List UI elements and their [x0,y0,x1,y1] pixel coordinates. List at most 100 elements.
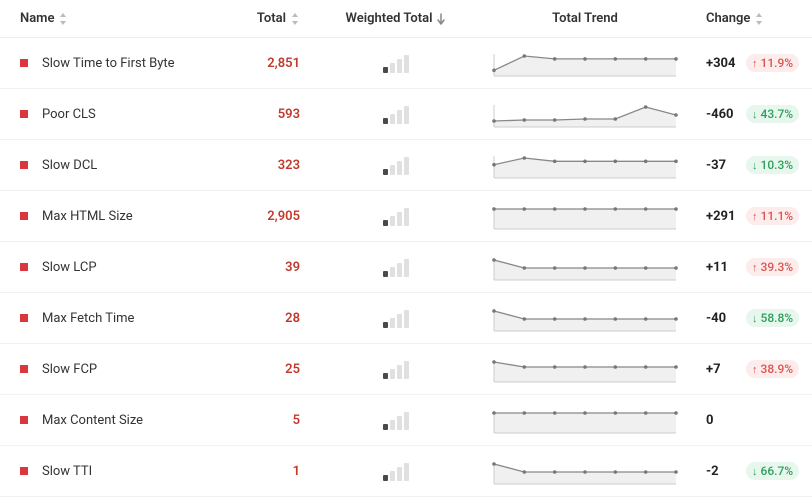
cell-total: 39 [216,260,320,275]
sparkline-chart [490,352,680,386]
table-row[interactable]: Slow DCL323 -37 ↓10.3% [0,140,812,191]
change-pct: 11.1% [761,209,794,223]
col-header-change[interactable]: Change [698,11,812,26]
weighted-bars-icon [383,410,409,430]
total-value: 1 [293,464,300,479]
metric-name: Slow TTI [42,464,92,479]
cell-weighted [320,257,472,277]
cell-weighted [320,359,472,379]
sparkline-chart [490,250,680,284]
sparkline-chart [490,403,680,437]
table-row[interactable]: Max Fetch Time 28 -40↓58.8% [0,293,812,344]
cell-total: 593 [216,107,320,122]
cell-total: 2,905 [216,209,320,224]
cell-name: Slow LCP [0,260,216,275]
col-header-total-label: Total [257,11,286,26]
cell-trend [472,97,698,131]
arrow-down-icon: ↓ [752,465,758,478]
weighted-bars-icon [383,104,409,124]
table-row[interactable]: Slow Time to First Byte 2,851 +304↑11.9% [0,38,812,89]
cell-weighted [320,206,472,226]
change-value: -2 [706,464,740,479]
change-pct: 38.9% [761,362,794,376]
change-badge: ↑11.9% [746,54,799,72]
table-row[interactable]: Slow LCP 39 +11 ↑39.3% [0,242,812,293]
metric-name: Poor CLS [42,107,96,122]
table-row[interactable]: Slow FCP 25 +7↑38.9% [0,344,812,395]
change-value: +11 [706,260,740,275]
cell-trend [472,250,698,284]
arrow-down-icon: ↓ [752,312,758,325]
arrow-down-icon: ↓ [752,108,758,121]
cell-name: Max HTML Size [0,209,216,224]
weighted-bars-icon [383,155,409,175]
cell-total: 2,851 [216,56,320,71]
cell-name: Max Fetch Time [0,311,216,326]
arrow-up-icon: ↑ [752,261,758,274]
cell-weighted [320,53,472,73]
change-badge: ↑11.1% [746,207,799,225]
arrow-up-icon: ↑ [752,210,758,223]
total-value: 593 [278,107,300,122]
arrow-up-icon: ↑ [752,57,758,70]
status-bullet-icon [20,161,28,169]
cell-trend [472,46,698,80]
weighted-bars-icon [383,461,409,481]
col-header-total[interactable]: Total [216,11,320,26]
table-row[interactable]: Slow TTI1-2↓66.7% [0,446,812,497]
arrow-down-icon: ↓ [752,159,758,172]
weighted-bars-icon [383,53,409,73]
metric-name: Max HTML Size [42,209,133,224]
cell-change: +291↑11.1% [698,207,812,225]
cell-name: Max Content Size [0,413,216,428]
metrics-table: Name Total Weighted Total Total Trend Ch… [0,0,812,497]
table-row[interactable]: Max HTML Size 2,905 +291↑11.1% [0,191,812,242]
metric-name: Max Content Size [42,413,143,428]
cell-weighted [320,410,472,430]
weighted-bars-icon [383,308,409,328]
change-badge: ↓10.3% [746,156,799,174]
sparkline-chart [490,301,680,335]
total-value: 39 [285,260,300,275]
change-badge: ↓43.7% [746,105,799,123]
status-bullet-icon [20,365,28,373]
col-header-name[interactable]: Name [0,11,216,26]
total-value: 5 [293,413,300,428]
cell-name: Slow DCL [0,158,216,173]
cell-trend [472,403,698,437]
table-row[interactable]: Poor CLS 593 -460 ↓43.7% [0,89,812,140]
change-value: -460 [706,107,740,122]
col-header-trend-label: Total Trend [552,11,618,26]
metric-name: Slow FCP [42,362,97,377]
col-header-weighted[interactable]: Weighted Total [320,11,472,26]
sparkline-chart [490,46,680,80]
change-pct: 43.7% [761,107,794,121]
metric-name: Slow Time to First Byte [42,56,175,71]
cell-change: -40↓58.8% [698,309,812,327]
cell-trend [472,148,698,182]
cell-total: 323 [216,158,320,173]
cell-total: 25 [216,362,320,377]
change-badge: ↑39.3% [746,258,799,276]
cell-change: -37 ↓10.3% [698,156,812,174]
sort-down-icon [436,13,446,25]
total-value: 2,851 [267,56,300,71]
change-badge: ↑38.9% [746,360,799,378]
status-bullet-icon [20,416,28,424]
status-bullet-icon [20,467,28,475]
change-value: -37 [706,158,740,173]
status-bullet-icon [20,110,28,118]
total-value: 25 [285,362,300,377]
col-header-name-label: Name [20,11,54,26]
sparkline-chart [490,454,680,488]
total-value: 28 [285,311,300,326]
table-row[interactable]: Max Content Size50 [0,395,812,446]
total-value: 2,905 [267,209,300,224]
status-bullet-icon [20,59,28,67]
status-bullet-icon [20,212,28,220]
sort-both-icon [290,12,300,26]
cell-change: +304↑11.9% [698,54,812,72]
cell-change: +7↑38.9% [698,360,812,378]
sparkline-chart [490,199,680,233]
col-header-trend: Total Trend [472,11,698,26]
